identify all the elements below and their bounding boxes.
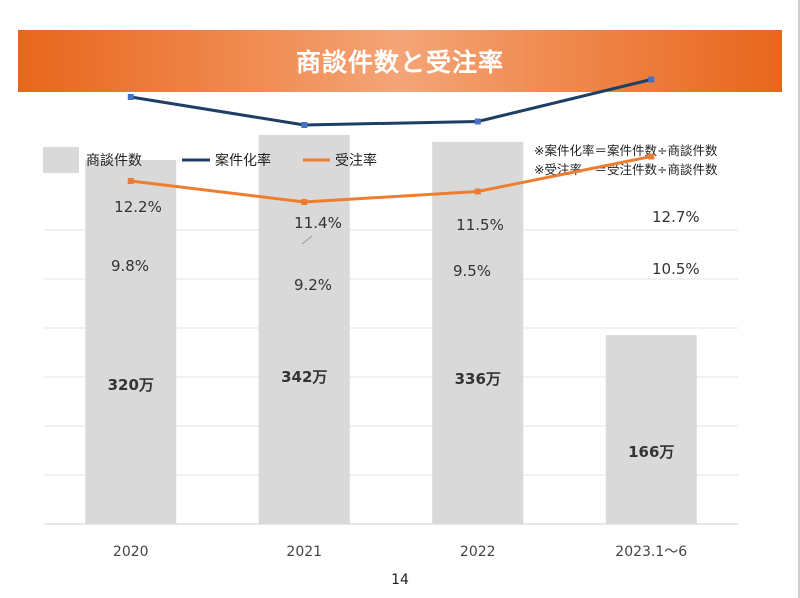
- x-tick-label: 2020: [113, 544, 149, 560]
- bar-2020: [85, 160, 177, 524]
- conversion-rate-line-point: [474, 118, 481, 125]
- order-rate-label: 9.2%: [294, 276, 332, 294]
- bar-2022: [432, 141, 524, 525]
- order-rate-label: 10.5%: [652, 260, 700, 278]
- conversion-rate-line-point: [648, 76, 655, 83]
- order-rate-line-point: [127, 178, 134, 184]
- order-rate-line-point: [301, 199, 308, 205]
- x-tick-label: 2022: [460, 544, 496, 560]
- page-number: 14: [391, 572, 409, 588]
- legend-swatch-bar: [43, 147, 79, 173]
- page-title: 商談件数と受注率: [295, 48, 504, 77]
- bar-label: 342万: [281, 368, 327, 386]
- order-rate-label: 9.8%: [111, 257, 149, 275]
- bar-label: 336万: [455, 370, 501, 388]
- conversion-rate-label: 11.5%: [456, 216, 504, 234]
- title-banner: 商談件数と受注率: [18, 30, 782, 92]
- conversion-rate-label: 12.7%: [652, 208, 700, 226]
- conversion-rate-line-point: [301, 122, 308, 128]
- conversion-rate-label: 11.4%: [294, 214, 342, 232]
- order-rate-line-point: [648, 153, 655, 160]
- order-rate-line: [130, 155, 652, 204]
- conversion-rate-line: [130, 78, 652, 127]
- legend-label-conversion: 案件化率: [215, 152, 271, 169]
- note-conversion-rate: ※案件化率＝案件件数÷商談件数: [534, 143, 718, 158]
- bar-label: 320万: [108, 376, 154, 394]
- conversion-rate-label: 12.2%: [114, 198, 162, 216]
- leader-line: [301, 235, 313, 245]
- x-tick-label: 2021: [286, 544, 322, 560]
- bar-label: 166万: [628, 443, 674, 461]
- bar-2023.1～6: [605, 335, 697, 524]
- order-rate-line-point: [474, 188, 481, 195]
- order-rate-label: 9.5%: [453, 262, 491, 280]
- x-tick-label: 2023.1～6: [615, 544, 687, 560]
- bar-2021: [258, 134, 350, 524]
- legend-label-bar: 商談件数: [86, 153, 142, 169]
- conversion-rate-line-point: [127, 94, 134, 100]
- legend-label-order: 受注率: [335, 152, 377, 169]
